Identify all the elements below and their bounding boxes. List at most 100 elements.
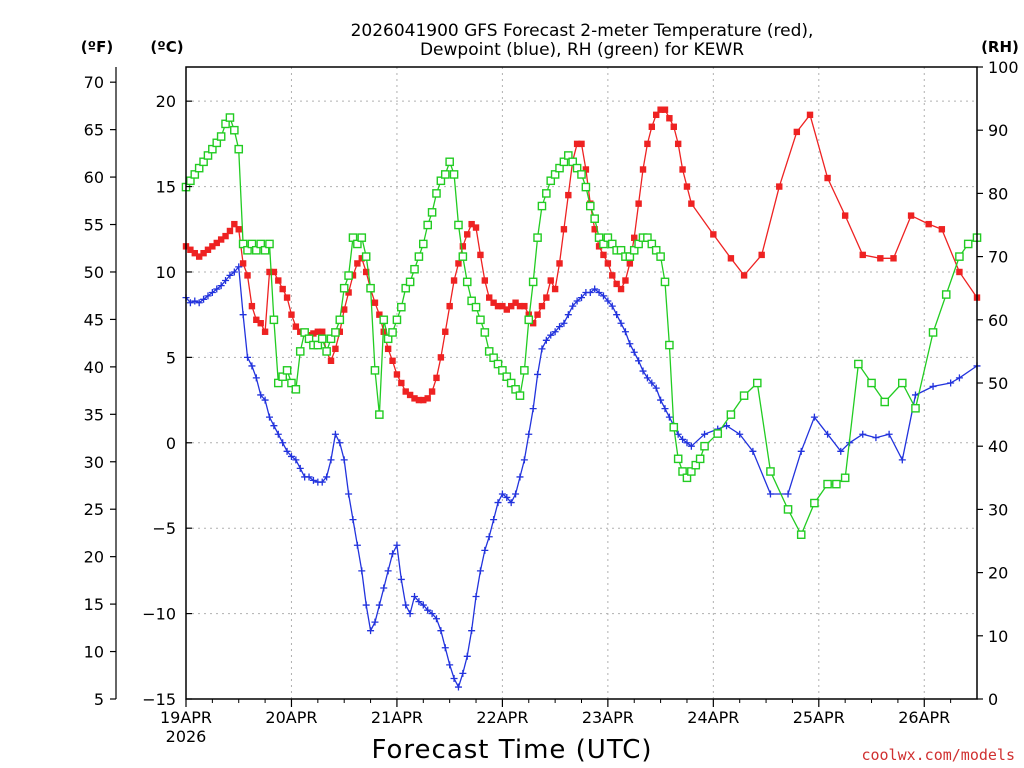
f-tick-label: 60 [84, 168, 104, 187]
celsius-axis: −15 −10 −5 0 5 10 15 20 [142, 92, 192, 709]
rh-point [462, 277, 472, 287]
dewpoint-point [208, 288, 216, 296]
dewpoint-point [217, 282, 225, 290]
rh-point [208, 144, 217, 154]
rh-tick-label: 100 [988, 58, 1019, 77]
dewpoint-point [384, 567, 392, 575]
dewpoint-point [617, 319, 625, 327]
temperature-point [261, 328, 269, 335]
rh-point [585, 201, 595, 211]
temperature-point [213, 239, 220, 247]
dewpoint-point [463, 652, 471, 660]
f-tick-label: 50 [84, 263, 104, 282]
rh-point [854, 359, 863, 369]
rh-point [484, 347, 494, 356]
c-tick-label: 10 [156, 263, 176, 282]
rh-point [348, 233, 358, 242]
rh-point [370, 366, 380, 375]
watermark-text: coolwx.com/models [861, 746, 1015, 764]
temperature-point [538, 302, 546, 310]
rh-point [616, 245, 626, 255]
rh-point [867, 378, 876, 388]
dewpoint-point [538, 345, 546, 353]
rh-point [392, 315, 402, 325]
rh-point [928, 328, 938, 337]
temperature-point [661, 106, 669, 113]
c-tick-label: −15 [142, 690, 176, 709]
temperature-point [420, 396, 427, 404]
dewpoint-point [428, 610, 436, 618]
temperature-point [824, 174, 831, 182]
rh-point [212, 138, 222, 148]
dewpoint-point [626, 340, 634, 348]
rh-point [304, 334, 314, 344]
rh-point [502, 372, 512, 381]
temperature-point [349, 272, 357, 279]
dewpoint-point [450, 675, 458, 683]
chart-title-line1: 2026041900 GFS Forecast 2-meter Temperat… [351, 21, 814, 41]
temperature-point [345, 289, 352, 296]
dewpoint-point [195, 299, 203, 307]
temperature-point [362, 268, 370, 276]
rh-point [607, 239, 617, 249]
rh-point [190, 170, 200, 179]
x-tick-label: 21APR [371, 708, 423, 727]
temperature-point [389, 357, 396, 364]
rh-point [682, 473, 692, 483]
temperature-point [806, 111, 814, 119]
dewpoint-point [375, 601, 383, 609]
dewpoint-point [248, 362, 256, 370]
temperature-point [573, 140, 581, 148]
temperature-point [398, 379, 405, 387]
rh-point [269, 315, 279, 325]
rh-point [344, 271, 353, 280]
f-tick-label: 25 [84, 500, 104, 519]
rh-point [515, 391, 525, 400]
temperature-point [516, 302, 524, 310]
dewpoint-point [327, 456, 335, 464]
dewpoint-point [551, 328, 559, 336]
temperature-point [354, 260, 361, 267]
temperature-point [534, 311, 541, 318]
temperature-point [529, 320, 537, 327]
temperature-point [231, 220, 238, 228]
dewpoint-point [911, 391, 919, 399]
rh-tick-label: 20 [988, 564, 1008, 583]
temperature-point [191, 249, 198, 257]
temperature-point [622, 277, 629, 284]
rh-point [810, 498, 819, 508]
rh-point [542, 189, 551, 198]
dewpoint-point [595, 288, 603, 296]
dewpoint-point [305, 473, 313, 481]
temperature-point [653, 111, 660, 119]
rh-point [572, 163, 582, 173]
dewpoint-point [872, 434, 880, 442]
temperature-point [600, 251, 607, 259]
dewpoint-point [679, 435, 687, 443]
rh-point [273, 378, 283, 388]
rh-unit-label: (RH) [981, 38, 1019, 56]
c-tick-label: −5 [152, 519, 176, 538]
temperature-point [635, 200, 642, 207]
temperature-point [358, 255, 365, 262]
temperature-point [499, 302, 506, 310]
rh-point [489, 353, 498, 363]
rh-point [414, 252, 424, 261]
x-tick-label: 20APR [265, 708, 317, 727]
dewpoint-point [639, 367, 647, 375]
dewpoint-point [261, 396, 269, 404]
rh-point [629, 245, 639, 255]
dewpoint-point [661, 405, 669, 413]
dewpoint-point [358, 567, 366, 575]
temperature-point [890, 255, 897, 262]
dewpoint-point [353, 541, 361, 549]
f-tick-label: 40 [84, 358, 104, 377]
temperature-point [938, 226, 946, 233]
dewpoint-point [283, 447, 291, 455]
x-tick-label: 25APR [793, 708, 845, 727]
dewpoint-point [824, 430, 832, 438]
rh-point [752, 378, 762, 388]
dewpoint-point [472, 593, 480, 601]
rh-tick-label: 0 [988, 690, 998, 709]
temperature-point [235, 226, 242, 233]
